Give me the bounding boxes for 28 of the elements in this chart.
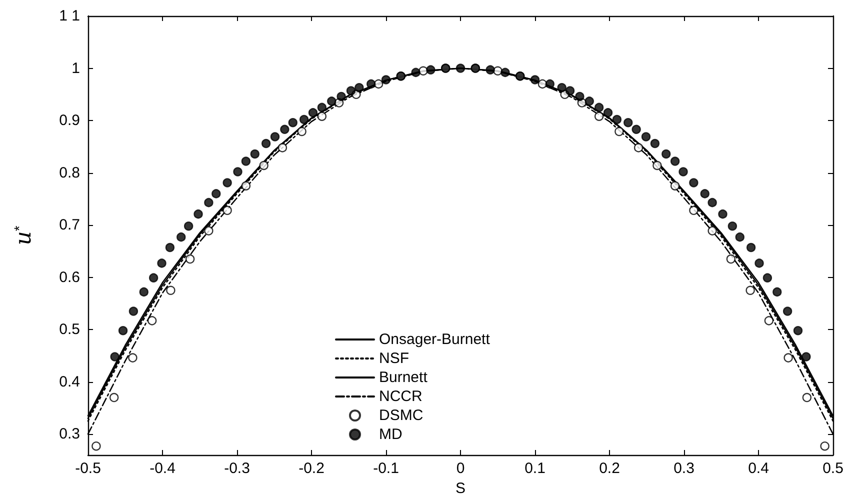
- x-tick-label: 0.2: [599, 460, 620, 477]
- x-tick-label: 0.4: [748, 460, 769, 477]
- y-tick-label: 0.6: [59, 268, 80, 286]
- legend-label: Onsager-Burnett: [379, 331, 491, 348]
- x-tick-label: 0: [456, 460, 465, 477]
- legend-label: NSF: [379, 350, 409, 367]
- y-tick-label: 0.5: [59, 321, 80, 338]
- x-tick-label: -0.2: [298, 460, 324, 477]
- y-tick-label: 0.7: [59, 216, 80, 234]
- x-tick-label: -0.3: [224, 460, 250, 477]
- y-tick-label: 1: [72, 60, 80, 77]
- x-tick-label: -0.4: [150, 460, 176, 477]
- y-axis-title: u*: [11, 225, 36, 246]
- x-tick-label: 0.1: [524, 460, 546, 477]
- x-tick-label: 0.3: [674, 460, 694, 477]
- legend-label: DSMC: [379, 407, 424, 424]
- y-tick-label: 0.8: [59, 164, 80, 182]
- legend-label: NCCR: [379, 388, 422, 405]
- legend-label: Burnett: [379, 369, 428, 386]
- y-tick-label: 1 1: [59, 8, 80, 24]
- x-tick-label: -0.1: [373, 460, 399, 477]
- y-tick-label: 0.3: [59, 426, 80, 443]
- x-axis-title: S: [455, 480, 466, 497]
- x-tick-label: -0.5: [75, 460, 101, 477]
- legend-label: MD: [379, 426, 402, 443]
- x-tick-label: 0.5: [822, 460, 844, 477]
- y-tick-label: 0.9: [59, 112, 80, 130]
- y-tick-label: 0.4: [59, 373, 80, 390]
